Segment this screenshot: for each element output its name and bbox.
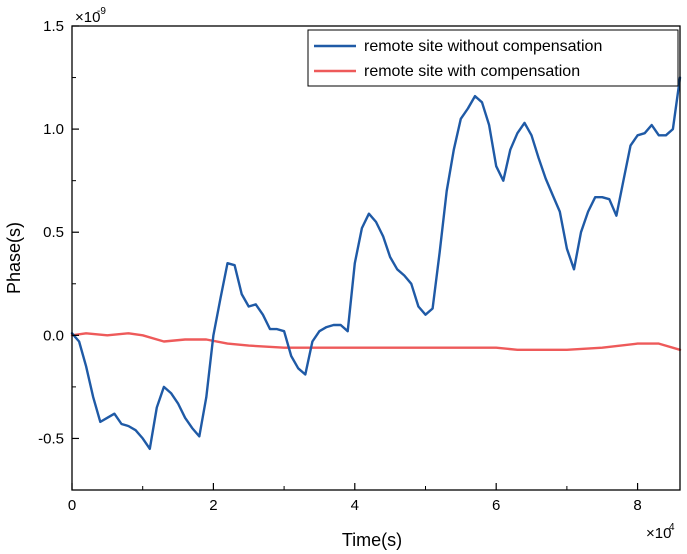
y-tick-label: 0.5 (43, 224, 64, 241)
series-layer (70, 76, 682, 450)
y-tick-label: 0.0 (43, 327, 64, 344)
x-axis-ticks: 0 2 4 6 8 (68, 483, 642, 514)
series-line-1 (70, 332, 682, 351)
legend: remote site without compensation remote … (307, 29, 679, 87)
x-multiplier-exponent: 4 (669, 522, 675, 533)
y-multiplier: ×10 -9 (75, 6, 106, 26)
x-multiplier-base: ×10 (646, 525, 671, 542)
legend-label-series-1: remote site with compensation (364, 63, 580, 80)
y-axis-label: Phase(s) (4, 222, 24, 294)
y-axis-ticks: -0.5 0.0 0.5 1.0 1.5 (38, 18, 79, 491)
x-axis-label: Time(s) (342, 530, 402, 550)
y-multiplier-exponent: -9 (97, 6, 106, 17)
x-tick-label: 8 (633, 497, 641, 514)
x-tick-label: 2 (209, 497, 217, 514)
y-multiplier-base: ×10 (75, 9, 100, 26)
y-tick-label: 1.5 (43, 18, 64, 35)
y-tick-label: 1.0 (43, 121, 64, 138)
x-multiplier: ×10 4 (646, 522, 675, 542)
x-tick-label: 6 (492, 497, 500, 514)
series-line-0 (70, 76, 682, 450)
y-tick-label: -0.5 (38, 430, 64, 447)
x-tick-label: 4 (351, 497, 359, 514)
x-tick-label: 0 (68, 497, 76, 514)
plot-frame (71, 25, 681, 491)
legend-box (307, 29, 679, 87)
legend-label-series-0: remote site without compensation (364, 38, 602, 55)
